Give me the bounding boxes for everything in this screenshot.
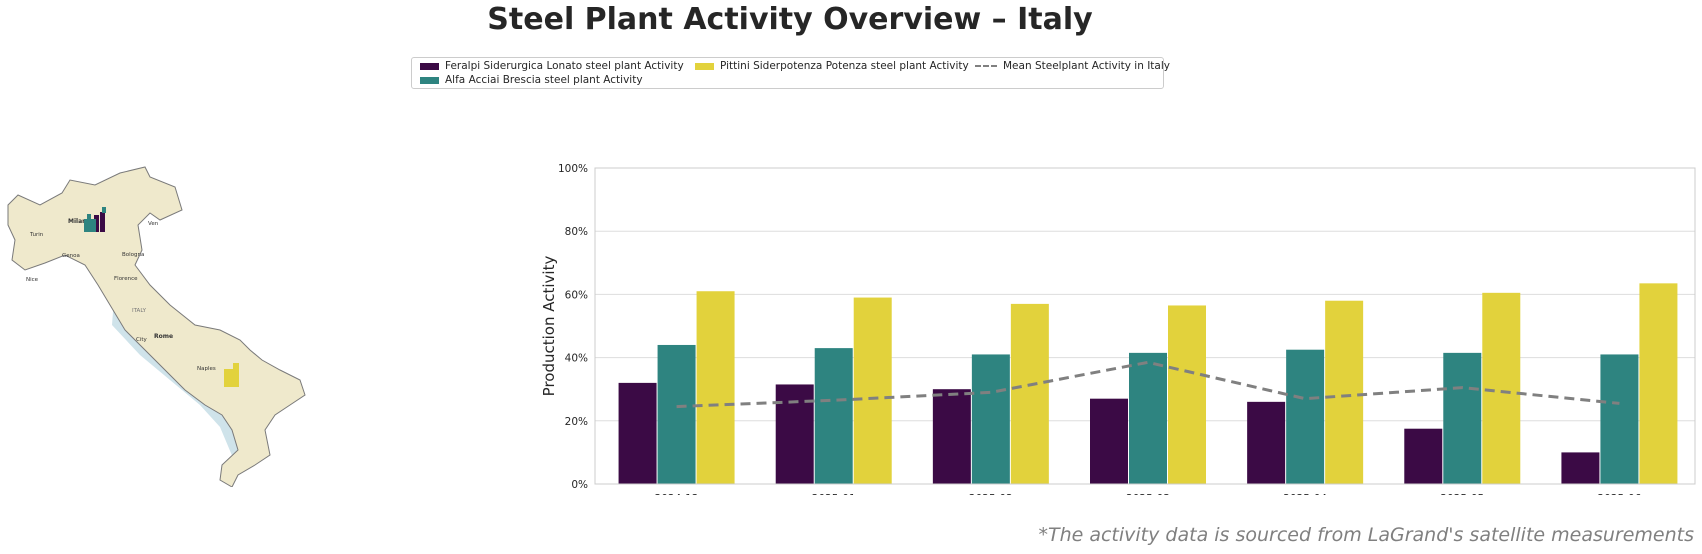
legend-label-pittini: Pittini Siderpotenza Potenza steel plant… xyxy=(720,60,969,72)
bar-alfa-2024-12 xyxy=(657,344,696,484)
y-tick-label: 80% xyxy=(565,226,588,238)
mean-activity-line xyxy=(676,360,1620,409)
bar-alfa-2025-01 xyxy=(814,348,853,484)
x-tick-label: 2025-04 xyxy=(1283,493,1327,495)
x-tick-label: 2025-03 xyxy=(1126,493,1170,495)
map-label-ven: Ven xyxy=(148,221,159,227)
legend-label-mean: Mean Steelplant Activity in Italy xyxy=(1003,60,1170,72)
map-label-italy: ITALY xyxy=(132,308,147,314)
bar-alfa-2025-04 xyxy=(1286,349,1325,484)
map-label-milan: Milan xyxy=(68,218,86,225)
plant-marker-lonato xyxy=(94,212,105,232)
x-tick-label: 2025-06 xyxy=(1597,493,1641,495)
plot-frame xyxy=(594,167,1696,485)
y-tick-label: 20% xyxy=(565,416,588,428)
plant-marker-potenza xyxy=(224,363,239,387)
bar-pittini-2025-06 xyxy=(1639,283,1678,484)
bar-alfa-2025-02 xyxy=(971,354,1010,484)
map-label-nice: Nice xyxy=(26,277,39,283)
y-tick-label: 0% xyxy=(571,479,588,491)
bar-pittini-2024-12 xyxy=(696,291,735,484)
bar-alfa-2025-05 xyxy=(1443,352,1482,484)
y-axis-label: Production Activity xyxy=(540,256,558,397)
y-tick-label: 40% xyxy=(565,353,588,365)
italy-map: Milan Turin Genoa Bologna Florence ITALY… xyxy=(7,166,306,487)
y-tick-labels: 0% 20% 40% 60% 80% 100% xyxy=(558,163,588,491)
footnote: *The activity data is sourced from LaGra… xyxy=(1038,524,1694,546)
map-label-bologna: Bologna xyxy=(122,252,144,258)
map-label-genoa: Genoa xyxy=(62,253,80,259)
map-label-rome: Rome xyxy=(154,333,173,340)
legend-item-pittini: Pittini Siderpotenza Potenza steel plant… xyxy=(695,60,969,72)
legend-swatch-alfa xyxy=(420,76,439,84)
bar-alfa-2025-03 xyxy=(1129,352,1167,484)
bar-feralpi-2025-04 xyxy=(1247,401,1286,484)
bar-pittini-2025-03 xyxy=(1168,305,1206,484)
bar-alfa-2025-06 xyxy=(1600,354,1639,484)
legend-label-alfa: Alfa Acciai Brescia steel plant Activity xyxy=(445,74,643,86)
bar-pittini-2025-02 xyxy=(1010,303,1049,484)
plant-marker-brescia xyxy=(84,207,106,232)
y-tick-label: 100% xyxy=(558,163,588,175)
bar-pittini-2025-01 xyxy=(853,297,892,484)
bar-feralpi-2025-05 xyxy=(1404,428,1443,484)
y-tick-label: 60% xyxy=(565,289,588,301)
map-label-city: City xyxy=(136,337,148,343)
legend-dash-mean xyxy=(975,65,997,67)
map-label-turin: Turin xyxy=(29,232,44,238)
x-tick-label: 2025-02 xyxy=(969,493,1013,495)
legend-item-alfa: Alfa Acciai Brescia steel plant Activity xyxy=(420,74,643,86)
bar-chart: 0% 20% 40% 60% 80% 100% 2024-12 2025-01 2025-02… xyxy=(540,163,1696,495)
bar-pittini-2025-04 xyxy=(1325,300,1364,484)
bar-feralpi-2025-03 xyxy=(1090,398,1128,484)
legend-swatch-pittini xyxy=(695,62,714,70)
legend-label-feralpi: Feralpi Siderurgica Lonato steel plant A… xyxy=(445,60,684,72)
bar-feralpi-2025-06 xyxy=(1561,452,1600,484)
map-label-naples: Naples xyxy=(197,366,216,372)
bar-pittini-2025-05 xyxy=(1482,292,1521,484)
x-tick-labels: 2024-12 2025-01 2025-02 2025-03 2025-04 2025-… xyxy=(655,493,1642,495)
legend-swatch-feralpi xyxy=(420,62,439,70)
bar-feralpi-2025-02 xyxy=(932,389,971,484)
legend-item-mean: Mean Steelplant Activity in Italy xyxy=(975,60,1170,72)
bar-feralpi-2024-12 xyxy=(618,382,657,484)
italy-land xyxy=(7,166,306,487)
x-tick-label: 2024-12 xyxy=(655,493,699,495)
legend-item-feralpi: Feralpi Siderurgica Lonato steel plant A… xyxy=(420,60,684,72)
map-label-florence: Florence xyxy=(114,276,138,282)
bars xyxy=(618,283,1678,484)
chart-title: Steel Plant Activity Overview – Italy xyxy=(487,2,1093,37)
x-tick-label: 2025-05 xyxy=(1440,493,1484,495)
legend: Feralpi Siderurgica Lonato steel plant A… xyxy=(411,57,1170,89)
x-tick-label: 2025-01 xyxy=(812,493,856,495)
bar-feralpi-2025-01 xyxy=(775,384,814,484)
